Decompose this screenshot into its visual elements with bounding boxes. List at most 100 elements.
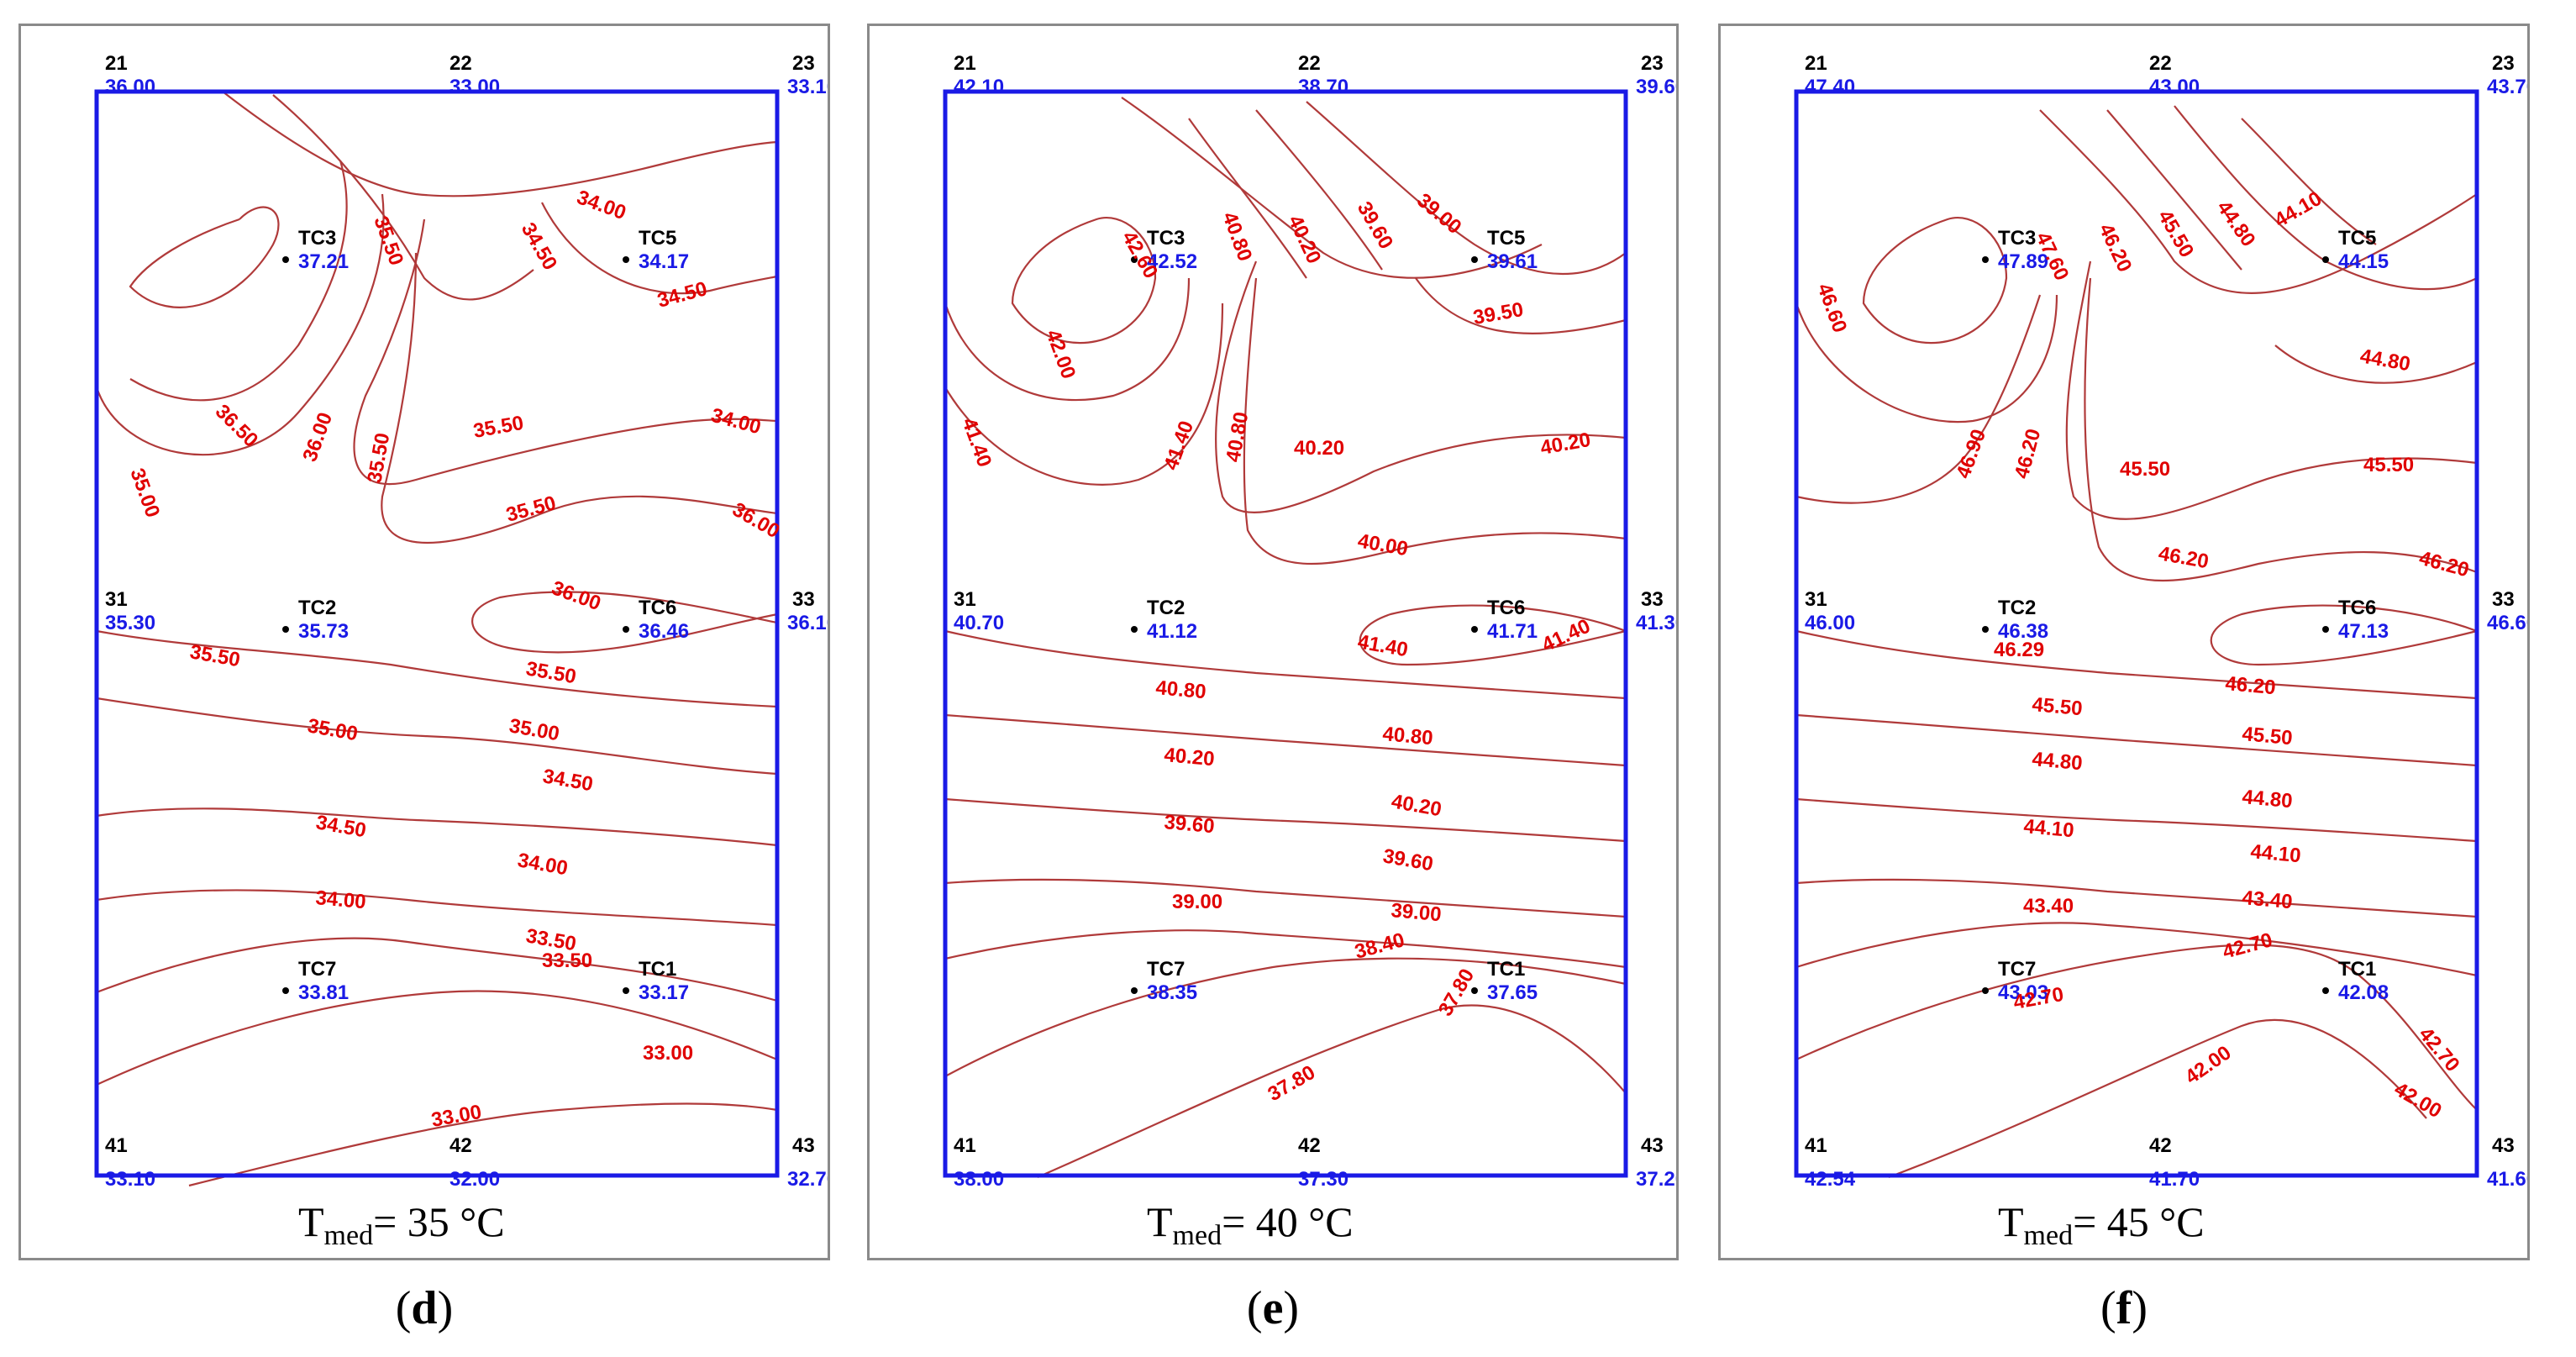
isoline-label: 39.00	[1412, 189, 1465, 239]
isoline-label: 34.50	[517, 219, 561, 275]
isoline-label: 46.29	[1994, 639, 2044, 661]
point-label: 33	[2492, 588, 2515, 611]
sensor-value: 43.03	[1998, 981, 2048, 1004]
tmed-label: Tmed= 45 °C	[1998, 1198, 2205, 1251]
sensor-label: TC3	[1998, 227, 2036, 250]
sensor-label: TC7	[298, 958, 336, 981]
sensor-value: 33.81	[298, 981, 349, 1004]
point-value: 40.70	[954, 612, 1004, 634]
plate-outline	[94, 89, 780, 1178]
sensor-label: TC1	[1487, 958, 1525, 981]
point-label: 41	[954, 1134, 976, 1157]
isoline-label: 34.00	[708, 404, 763, 439]
point-value: 32.00	[449, 1168, 500, 1191]
sensor-label: TC1	[2338, 958, 2376, 981]
point-label: 33	[1641, 588, 1664, 611]
point-label: 21	[1805, 52, 1827, 75]
caption-d: (d)	[395, 1282, 454, 1334]
sensor-label: TC2	[298, 597, 336, 619]
point-label: 22	[1298, 52, 1321, 75]
point-label: 43	[1641, 1134, 1664, 1157]
sensor-value: 47.89	[1998, 250, 2048, 273]
isoline-label: 39.60	[1163, 811, 1215, 838]
sensor-value: 41.12	[1147, 620, 1197, 643]
sensor-marker	[1471, 987, 1478, 994]
sensor-value: 47.13	[2338, 620, 2389, 643]
isoline-label: 39.00	[1390, 899, 1442, 926]
point-value: 36.00	[105, 76, 155, 98]
isoline-label: 46.20	[2224, 672, 2276, 699]
point-label: 41	[105, 1134, 128, 1157]
isoline-label: 35.00	[306, 714, 360, 745]
isoline-label: 46.20	[2095, 220, 2137, 276]
isoline-label: 40.20	[1163, 744, 1215, 771]
point-value: 41.30	[1636, 612, 1676, 634]
point-label: 21	[105, 52, 128, 75]
sensor-label: TC6	[639, 597, 676, 619]
isoline-label: 44.80	[2358, 345, 2412, 376]
caption-f: (f)	[2100, 1282, 2148, 1334]
isoline-label: 41.40	[1538, 615, 1594, 657]
isoline-label: 37.80	[1264, 1061, 1320, 1106]
sensor-value: 37.65	[1487, 981, 1538, 1004]
isoline-label: 39.60	[1353, 198, 1397, 254]
point-value: 36.10	[787, 612, 828, 634]
sensor-marker	[282, 256, 289, 263]
sensor-marker	[623, 626, 629, 633]
isoline-label: 43.40	[2023, 895, 2074, 918]
sensor-value: 42.52	[1147, 250, 1197, 273]
point-value: 38.00	[954, 1168, 1004, 1191]
isoline-label: 35.50	[471, 412, 525, 443]
isoline-label: 41.40	[957, 415, 996, 471]
isoline-label: 44.80	[2241, 786, 2293, 813]
sensor-label: TC2	[1147, 597, 1185, 619]
isoline-label: 44.10	[2271, 187, 2326, 232]
point-value: 37.30	[1298, 1168, 1348, 1191]
isoline-label: 39.50	[1471, 298, 1525, 329]
isoline-label: 35.50	[363, 431, 394, 485]
isoline-label: 41.40	[1159, 418, 1198, 473]
isoline-label: 42.00	[1041, 327, 1080, 382]
isoline-label: 40.20	[1284, 212, 1326, 267]
point-value: 33.00	[449, 76, 500, 98]
sensor-marker	[282, 987, 289, 994]
point-label: 43	[2492, 1134, 2515, 1157]
sensor-value: 41.71	[1487, 620, 1538, 643]
isoline-label: 35.50	[504, 492, 559, 527]
isoline-label: 35.00	[507, 714, 561, 745]
isoline-label: 42.00	[2390, 1078, 2446, 1123]
isoline-label: 43.40	[2241, 886, 2293, 913]
isoline-label: 39.60	[1381, 844, 1435, 876]
plate-outline	[943, 89, 1628, 1178]
isoline-label: 45.50	[2241, 723, 2293, 750]
isoline-label: 46.90	[1952, 426, 1990, 481]
point-label: 42	[449, 1134, 472, 1157]
point-value: 46.00	[1805, 612, 1855, 634]
panel-f: 21 22 23 31 33 41 42 43 47.40 43.00 43.7…	[1718, 24, 2530, 1260]
sensor-label: TC5	[1487, 227, 1525, 250]
isoline-label: 44.10	[2022, 815, 2074, 842]
isoline-label: 42.70	[2414, 1023, 2463, 1076]
point-label: 23	[2492, 52, 2515, 75]
point-value: 38.70	[1298, 76, 1348, 98]
isoline-label: 34.50	[541, 765, 595, 796]
sensor-marker	[1982, 256, 1989, 263]
point-label: 42	[2149, 1134, 2172, 1157]
sensor-marker	[623, 987, 629, 994]
point-label: 33	[792, 588, 815, 611]
isoline-label: 45.50	[2031, 693, 2083, 720]
panel-d: 21 22 23 31 33 41 42 43 36.00 33.00 33.1…	[18, 24, 830, 1260]
sensor-value: 37.21	[298, 250, 349, 273]
sensor-marker	[2322, 626, 2329, 633]
sensor-value: 34.17	[639, 250, 689, 273]
point-value: 43.70	[2487, 76, 2527, 98]
plate-outline	[1794, 89, 2479, 1178]
sensor-label: TC1	[639, 958, 676, 981]
sensor-label: TC6	[2338, 597, 2376, 619]
point-label: 42	[1298, 1134, 1321, 1157]
isoline-label: 36.00	[549, 576, 604, 615]
sensor-marker	[1131, 987, 1138, 994]
sensor-label: TC3	[1147, 227, 1185, 250]
sensor-label: TC3	[298, 227, 336, 250]
point-label: 21	[954, 52, 976, 75]
